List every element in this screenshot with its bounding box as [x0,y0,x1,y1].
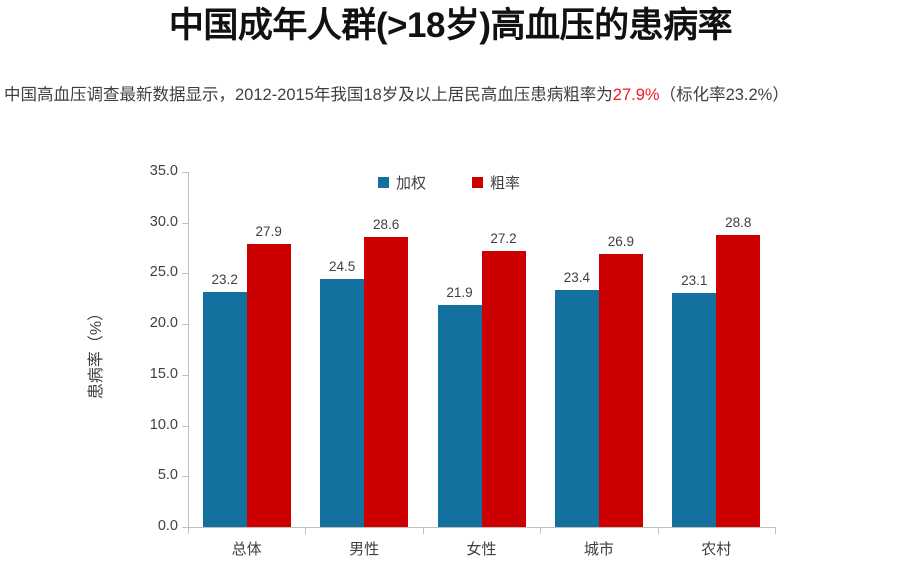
y-axis-tick [182,222,189,224]
x-axis-tick [657,527,659,534]
y-axis-tick-label: 25.0 [149,264,178,281]
bar-value-label: 23.4 [563,269,591,285]
bar-粗率-农村[interactable] [716,234,761,527]
bar-粗率-城市[interactable] [598,254,643,527]
x-axis-category-label: 农村 [701,541,732,558]
y-axis-tick-label: 5.0 [157,467,178,484]
y-axis-tick [182,324,189,326]
x-axis-category-label: 城市 [583,541,614,558]
subtitle-text-before: 中国高血压调查最新数据显示，2012-2015年我国18岁及以上居民高血压患病粗… [4,86,613,104]
y-axis-tick [182,476,189,478]
legend-label: 粗率 [490,175,521,192]
bar-粗率-男性[interactable] [364,236,409,527]
bar-value-label: 24.5 [328,258,356,274]
page-title: 中国成年人群(>18岁)高血压的患病率 [168,6,733,45]
x-axis-tick [422,527,424,534]
prevalence-bar-chart: 患病率（%） 0.0 5.0 10.0 15.0 20.0 25.0 30.0 35.0 23… [0,150,901,566]
bar-粗率-总体[interactable] [246,244,291,527]
legend-label: 加权 [396,175,427,192]
bar-value-label: 27.9 [255,224,282,240]
bar-value-label: 21.9 [446,284,473,300]
y-axis-tick [182,527,189,528]
plot-area: 23.2 27.9 24.5 28.6 21.9 27.2 23.4 26.9 23.1 28.8 [188,172,775,527]
y-axis-tick [182,273,189,275]
y-axis-title: 患病率（%） [88,304,105,400]
legend-item-粗率[interactable]: 粗率 [472,172,520,193]
bar-加权-农村[interactable] [672,292,717,527]
bar-加权-总体[interactable] [202,291,247,527]
y-axis-tick [182,374,189,376]
y-axis-tick-label: 35.0 [149,163,178,179]
bar-加权-城市[interactable] [554,289,599,527]
slide-subtitle: 中国高血压调查最新数据显示，2012-2015年我国18岁及以上居民高血压患病粗… [4,84,897,107]
bar-粗率-女性[interactable] [481,251,526,527]
x-axis-category-label: 总体 [231,541,262,558]
bar-value-label: 26.9 [607,234,635,250]
y-axis-tick-label: 0.0 [157,518,178,534]
bar-加权-女性[interactable] [437,304,482,527]
x-axis-category-label: 女性 [466,541,497,558]
legend-swatch-icon [472,177,484,188]
y-axis-tick-label: 20.0 [149,315,178,332]
x-axis-tick [775,527,776,534]
x-axis-tick [305,527,307,534]
bar-value-label: 23.1 [681,272,708,288]
legend-swatch-icon [378,177,389,188]
subtitle-highlight-value: 27.9% [612,86,660,104]
x-axis-category-label: 男性 [349,541,380,558]
legend-item-加权[interactable]: 加权 [378,172,426,193]
y-axis-tick [182,172,189,173]
bar-加权-男性[interactable] [320,278,365,527]
y-axis-line [188,172,189,528]
y-axis-tick-label: 30.0 [149,213,178,230]
x-axis-tick [540,527,542,534]
bar-value-label: 23.2 [211,271,238,287]
bar-value-label: 27.2 [490,231,517,247]
y-axis-tick-label: 15.0 [149,365,178,382]
y-axis-tick-label: 10.0 [149,416,178,433]
x-axis-tick [188,527,189,534]
y-axis-tick [182,425,189,427]
bar-value-label: 28.6 [372,216,400,232]
subtitle-text-after: （标化率23.2%） [659,86,789,104]
chart-legend: 加权 粗率 [378,172,520,193]
x-axis-line [188,527,776,528]
bar-value-label: 28.8 [725,214,752,230]
